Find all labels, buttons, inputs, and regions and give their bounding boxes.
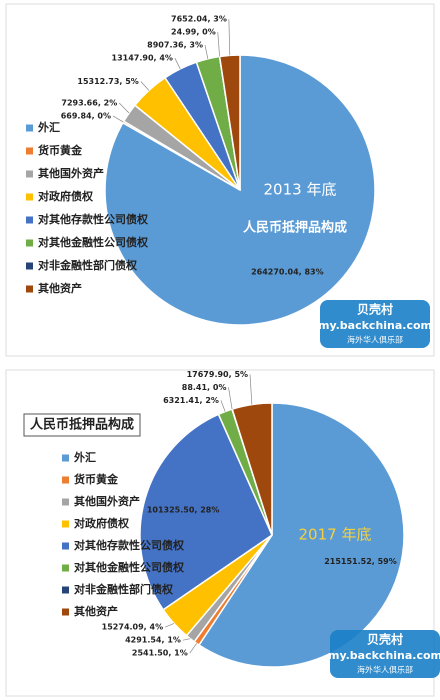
legend-label: 其他国外资产 bbox=[38, 166, 104, 180]
leader-line bbox=[249, 374, 253, 405]
legend-swatch bbox=[62, 476, 69, 484]
legend-swatch bbox=[26, 193, 33, 201]
watermark-url: my.backchina.com bbox=[328, 649, 440, 662]
legend-swatch bbox=[26, 239, 33, 247]
legend-swatch bbox=[26, 124, 33, 132]
legend-label: 对政府债权 bbox=[38, 189, 94, 203]
legend-swatch bbox=[62, 564, 69, 572]
data-label: 13147.90, 4% bbox=[112, 54, 173, 63]
chart-title: 人民币抵押品构成 bbox=[243, 220, 347, 236]
data-label: 101325.50, 28% bbox=[147, 505, 220, 514]
chart-subtitle: 2013 年底 bbox=[264, 181, 337, 199]
watermark-url: my.backchina.com bbox=[318, 319, 432, 332]
watermark-slogan: 海外华人俱乐部 bbox=[357, 665, 413, 675]
data-label: 669.84, 0% bbox=[61, 111, 111, 120]
legend-swatch bbox=[62, 586, 69, 594]
watermark-slogan: 海外华人俱乐部 bbox=[347, 335, 403, 345]
leader-line bbox=[228, 19, 231, 56]
watermark-box bbox=[320, 300, 430, 348]
leader-line bbox=[118, 102, 130, 114]
leader-line bbox=[228, 387, 233, 410]
legend-label: 对其他存款性公司债权 bbox=[74, 538, 185, 552]
watermark-box bbox=[330, 630, 440, 678]
legend-swatch bbox=[62, 498, 69, 506]
legend-swatch bbox=[62, 520, 69, 528]
leader-line bbox=[204, 45, 209, 59]
legend-label: 其他国外资产 bbox=[74, 494, 140, 508]
legend-swatch bbox=[62, 454, 69, 462]
data-label: 215151.52, 59% bbox=[324, 557, 397, 566]
legend-swatch bbox=[26, 285, 33, 293]
legend-label: 对其他存款性公司债权 bbox=[38, 212, 149, 226]
data-label: 88.41, 0% bbox=[182, 383, 227, 392]
legend-label: 货币黄金 bbox=[73, 472, 119, 486]
leader-line bbox=[220, 400, 226, 412]
data-label: 15274.09, 4% bbox=[102, 623, 163, 632]
data-label: 7652.04, 3% bbox=[171, 15, 227, 24]
leader-line bbox=[164, 623, 175, 628]
legend-label: 其他资产 bbox=[38, 281, 82, 295]
legend-swatch bbox=[26, 262, 33, 270]
legend-label: 货币黄金 bbox=[37, 143, 83, 157]
legend-label: 其他资产 bbox=[74, 604, 118, 618]
legend-label: 对非金融性部门债权 bbox=[38, 258, 138, 272]
data-label: 17679.90, 5% bbox=[187, 370, 248, 379]
legend-swatch bbox=[26, 147, 33, 155]
chart-title: 人民币抵押品构成 bbox=[30, 417, 134, 433]
legend-swatch bbox=[26, 216, 33, 224]
title-box bbox=[23, 413, 141, 437]
data-label: 8907.36, 3% bbox=[147, 41, 203, 50]
legend-label: 对政府债权 bbox=[74, 516, 130, 530]
pie-slice bbox=[139, 413, 273, 611]
data-label: 7293.66, 2% bbox=[61, 98, 117, 107]
legend-label: 对非金融性部门债权 bbox=[74, 582, 174, 596]
legend-label: 外汇 bbox=[37, 120, 60, 134]
data-label: 4291.54, 1% bbox=[125, 636, 181, 645]
leader-line bbox=[182, 638, 191, 641]
watermark-name: 贝壳村 bbox=[357, 302, 393, 317]
watermark-name: 贝壳村 bbox=[367, 632, 403, 647]
leader-line bbox=[217, 32, 220, 57]
leader-line bbox=[189, 643, 197, 654]
data-label: 264270.04, 83% bbox=[251, 267, 324, 276]
legend-swatch bbox=[62, 608, 69, 616]
leader-line bbox=[112, 115, 124, 123]
legend-label: 外汇 bbox=[73, 450, 96, 464]
legend-label: 对其他金融性公司债权 bbox=[38, 235, 149, 249]
data-label: 6321.41, 2% bbox=[163, 396, 219, 405]
data-label: 2541.50, 1% bbox=[132, 649, 188, 658]
chart-subtitle: 2017 年底 bbox=[299, 526, 372, 544]
leader-line bbox=[174, 58, 181, 70]
leader-line bbox=[140, 81, 150, 91]
legend-swatch bbox=[26, 170, 33, 178]
pie-slice bbox=[197, 402, 405, 668]
legend-label: 对其他金融性公司债权 bbox=[74, 560, 185, 574]
legend-swatch bbox=[62, 542, 69, 550]
data-label: 24.99, 0% bbox=[171, 28, 216, 37]
data-label: 15312.73, 5% bbox=[77, 77, 138, 86]
